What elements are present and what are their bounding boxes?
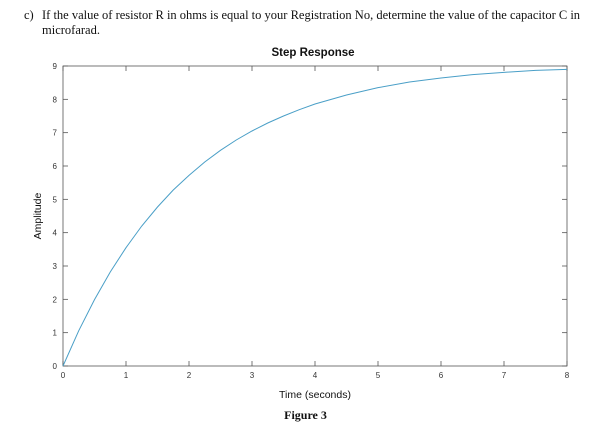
plot-frame [62,65,568,367]
figure-caption: Figure 3 [284,408,327,422]
question-text-block: c) If the value of resistor R in ohms is… [24,8,594,38]
y-tick-label: 9 [53,62,58,71]
series-line-0 [62,68,568,367]
y-tick-label: 4 [53,229,58,238]
y-tick-label: 5 [53,195,58,204]
ticks-layer: 0 1 2 3 4 5 6 7 8 0 1 2 3 4 5 6 7 8 9 [53,62,570,380]
y-tick-label: 0 [53,362,58,371]
question-body: If the value of resistor R in ohms is eq… [42,8,581,37]
y-tick-label: 2 [53,295,58,304]
y-axis-label: Amplitude [32,193,44,240]
chart-title: Step Response [271,47,354,59]
x-tick-label: 1 [124,371,129,380]
x-tick-label: 4 [313,371,318,380]
x-tick-label: 7 [502,371,507,380]
x-tick-label: 0 [61,371,66,380]
x-axis-label: Time (seconds) [279,389,351,401]
y-tick-label: 8 [53,95,58,104]
x-tick-label: 2 [187,371,192,380]
y-tick-label: 7 [53,129,58,138]
y-tick-label: 6 [53,162,58,171]
y-tick-label: 1 [53,329,58,338]
x-tick-label: 5 [376,371,381,380]
x-tick-label: 6 [439,371,444,380]
y-tick-label: 3 [53,262,58,271]
x-tick-label: 8 [565,371,570,380]
question-marker: c) [24,8,34,22]
series-layer [62,68,568,367]
x-tick-label: 3 [250,371,255,380]
